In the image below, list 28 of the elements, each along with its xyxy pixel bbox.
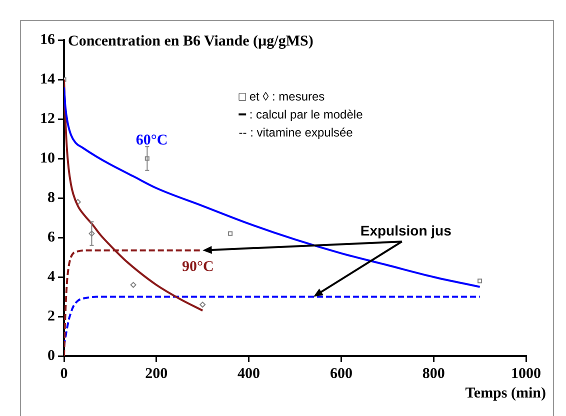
annotation: -- : vitamine expulsée <box>238 125 354 140</box>
y-tick-label: 6 <box>48 229 56 246</box>
point <box>200 302 206 308</box>
y-tick-label: 14 <box>40 71 56 88</box>
y-tick-label: 2 <box>48 308 55 324</box>
point <box>478 278 482 284</box>
x-tick-label: 1000 <box>511 366 541 382</box>
chart-title: Concentration en B6 Viande (µg/gMS) <box>68 33 314 50</box>
annotation: 90°C <box>182 259 214 275</box>
x-tick-label: 200 <box>145 366 168 382</box>
y-tick-label: 4 <box>48 268 56 285</box>
annotation: 60°C <box>136 132 168 149</box>
x-tick-label: 400 <box>238 366 260 382</box>
y-tick-label: 12 <box>40 110 55 127</box>
y-tick-label: 0 <box>48 348 55 364</box>
x-axis-title: Temps (min) <box>465 385 546 402</box>
annotation: Expulsion jus <box>360 222 452 238</box>
x-tick-label: 600 <box>330 366 352 382</box>
point <box>130 282 136 288</box>
y-tick-label: 8 <box>48 190 55 206</box>
annotation: ━ : calcul par le modèle <box>238 107 364 122</box>
point <box>228 231 233 236</box>
y-tick-label: 16 <box>40 32 56 48</box>
x-tick-label: 0 <box>60 366 68 382</box>
y-tick-label: 10 <box>40 150 55 166</box>
x-tick-label: 800 <box>422 366 445 382</box>
annotation: □ et ◊ : mesures <box>238 89 325 104</box>
line-series <box>64 86 481 288</box>
